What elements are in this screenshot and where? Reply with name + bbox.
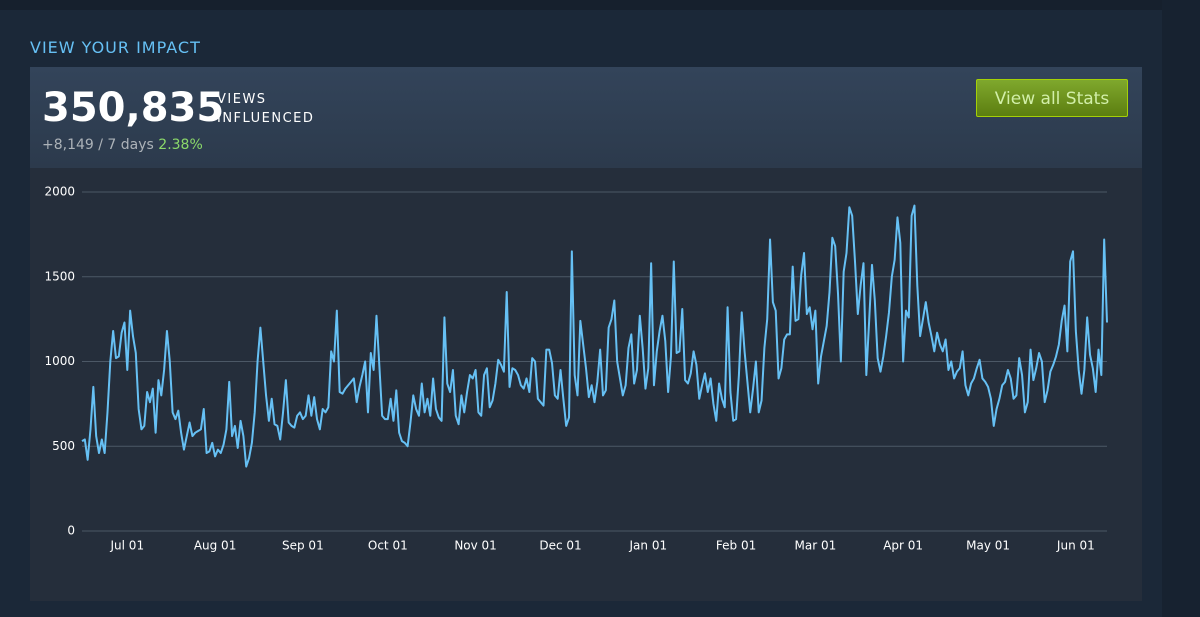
- total: 350,835: [42, 85, 225, 131]
- x-tick-label: Jul 01: [110, 539, 145, 553]
- change-pct: 2.38%: [158, 137, 203, 153]
- x-tick-label: Feb 01: [716, 539, 756, 553]
- unit: INFLUENCED: [217, 111, 315, 126]
- y-tick-label: 0: [67, 524, 75, 538]
- side-bar: [1162, 0, 1200, 617]
- x-tick-label: Sep 01: [282, 539, 324, 553]
- panel-header: 350,835 VIEWS INFLUENCED +8,149 / 7 days…: [30, 67, 1142, 168]
- top-bar: [0, 0, 1162, 10]
- x-tick-label: Oct 01: [368, 539, 408, 553]
- x-tick-label: Dec 01: [539, 539, 581, 553]
- panel: 350,835 VIEWS INFLUENCED +8,149 / 7 days…: [30, 67, 1142, 601]
- x-tick-label: May 01: [966, 539, 1010, 553]
- x-tick-label: Jan 01: [629, 539, 668, 553]
- y-tick-label: 500: [52, 439, 75, 453]
- section-title: VIEW YOUR IMPACT: [30, 38, 201, 57]
- change: +8,149 / 7 days 2.38%: [42, 137, 203, 153]
- unit: VIEWS: [217, 92, 267, 107]
- y-tick-label: 2000: [44, 185, 75, 199]
- x-tick-label: Jun 01: [1056, 539, 1095, 553]
- x-tick-label: Mar 01: [794, 539, 836, 553]
- x-tick-label: Aug 01: [194, 539, 237, 553]
- line: [81, 204, 1108, 468]
- y-tick-label: 1000: [44, 354, 75, 368]
- view-stats-button[interactable]: View all Stats: [976, 79, 1128, 117]
- x-tick-label: Nov 01: [454, 539, 497, 553]
- y-tick-label: 1500: [44, 269, 75, 283]
- change-text: +8,149 / 7 days: [42, 137, 154, 153]
- x-tick-label: Apr 01: [883, 539, 923, 553]
